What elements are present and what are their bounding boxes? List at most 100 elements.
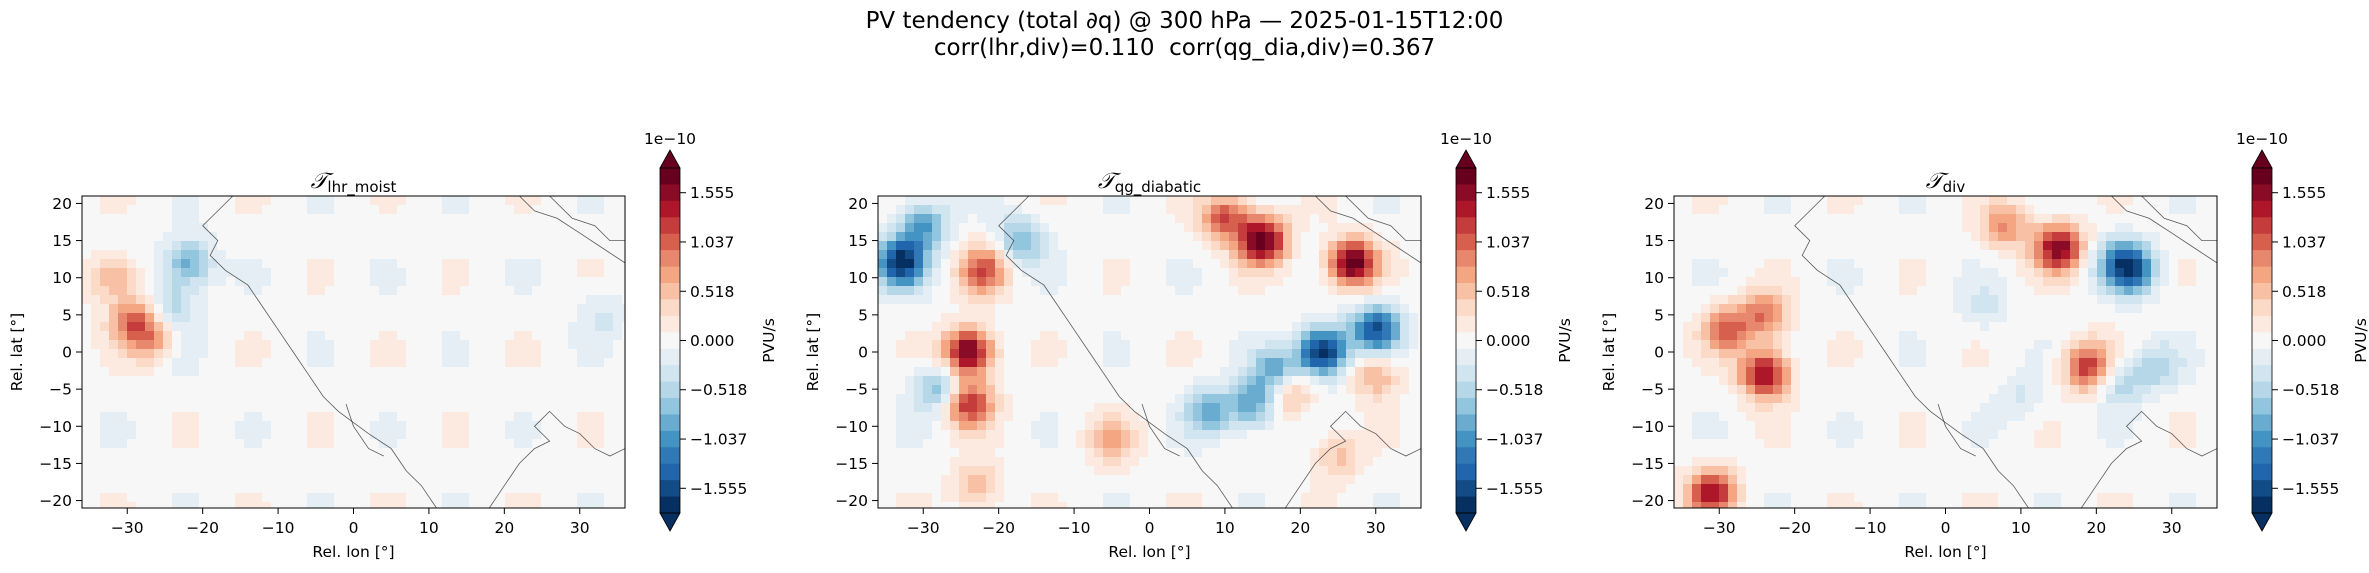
field-cell [923, 439, 932, 448]
pv-field [82, 196, 625, 508]
field-cell [1283, 457, 1292, 466]
field-cell [622, 466, 625, 475]
field-cell [145, 340, 154, 349]
field-cell [1301, 412, 1310, 421]
field-cell [352, 232, 361, 241]
field-cell [2178, 259, 2187, 268]
field-cell [1193, 205, 1202, 214]
field-cell [1364, 385, 1373, 394]
field-cell [1256, 349, 1265, 358]
field-cell [397, 313, 406, 322]
field-cell [163, 214, 172, 223]
field-cell [1418, 385, 1421, 394]
field-cell [487, 484, 496, 493]
field-cell [532, 196, 541, 205]
field-cell [316, 241, 325, 250]
field-cell [316, 349, 325, 358]
field-cell [1220, 250, 1229, 259]
field-cell [1139, 259, 1148, 268]
field-cell [1238, 313, 1247, 322]
field-cell [914, 403, 923, 412]
field-cell [1013, 430, 1022, 439]
field-cell [1710, 196, 1719, 205]
field-cell [878, 268, 887, 277]
field-cell [478, 205, 487, 214]
field-cell [923, 250, 932, 259]
field-cell [127, 439, 136, 448]
field-cell [1908, 196, 1917, 205]
field-cell [1040, 403, 1049, 412]
field-cell [352, 268, 361, 277]
field-cell [887, 232, 896, 241]
field-cell [190, 214, 199, 223]
field-cell [262, 475, 271, 484]
field-cell [316, 205, 325, 214]
field-cell [1022, 430, 1031, 439]
field-cell [905, 502, 914, 508]
field-cell [1247, 475, 1256, 484]
field-cell [217, 313, 226, 322]
field-cell [298, 502, 307, 508]
field-cell [1220, 430, 1229, 439]
field-cell [887, 394, 896, 403]
field-cell [307, 421, 316, 430]
field-cell [460, 205, 469, 214]
coastline [345, 403, 384, 457]
field-cell [118, 304, 127, 313]
field-cell [1328, 241, 1337, 250]
field-cell [604, 412, 613, 421]
field-cell [1058, 439, 1067, 448]
field-cell [271, 241, 280, 250]
field-cell [514, 376, 523, 385]
field-cell [1076, 430, 1085, 439]
field-cell [1211, 232, 1220, 241]
field-cell [352, 304, 361, 313]
field-cell [190, 421, 199, 430]
field-cell [1364, 232, 1373, 241]
field-cell [941, 214, 950, 223]
field-cell [1328, 376, 1337, 385]
field-cell [2016, 268, 2025, 277]
field-cell [1238, 250, 1247, 259]
field-cell [577, 394, 586, 403]
colorbar-tick-label: 0.518 [690, 283, 734, 301]
field-cell [914, 394, 923, 403]
field-cell [235, 259, 244, 268]
field-cell [379, 448, 388, 457]
field-cell [887, 322, 896, 331]
field-cell [523, 502, 532, 508]
field-cell [1013, 340, 1022, 349]
field-cell [1247, 241, 1256, 250]
field-cell [878, 214, 887, 223]
field-cell [181, 313, 190, 322]
field-cell [352, 367, 361, 376]
field-cell [469, 367, 478, 376]
field-cell [613, 403, 622, 412]
field-cell [415, 421, 424, 430]
field-cell [289, 475, 298, 484]
field-cell [406, 340, 415, 349]
field-cell [1175, 241, 1184, 250]
field-cell [1355, 439, 1364, 448]
field-cell [1193, 430, 1202, 439]
field-cell [1409, 286, 1418, 295]
field-cell [1683, 196, 1692, 205]
field-cell [1319, 286, 1328, 295]
field-cell [307, 286, 316, 295]
field-cell [1953, 268, 1962, 277]
field-cell [1184, 277, 1193, 286]
field-cell [1238, 394, 1247, 403]
field-cell [280, 412, 289, 421]
field-cell [172, 394, 181, 403]
field-cell [986, 331, 995, 340]
field-cell [2187, 205, 2196, 214]
field-cell [1728, 259, 1737, 268]
field-cell [1265, 439, 1274, 448]
field-cell [1229, 295, 1238, 304]
field-cell [2160, 223, 2169, 232]
field-cell [262, 457, 271, 466]
field-cell [1220, 331, 1229, 340]
field-cell [244, 313, 253, 322]
field-cell [1382, 349, 1391, 358]
field-cell [1364, 376, 1373, 385]
